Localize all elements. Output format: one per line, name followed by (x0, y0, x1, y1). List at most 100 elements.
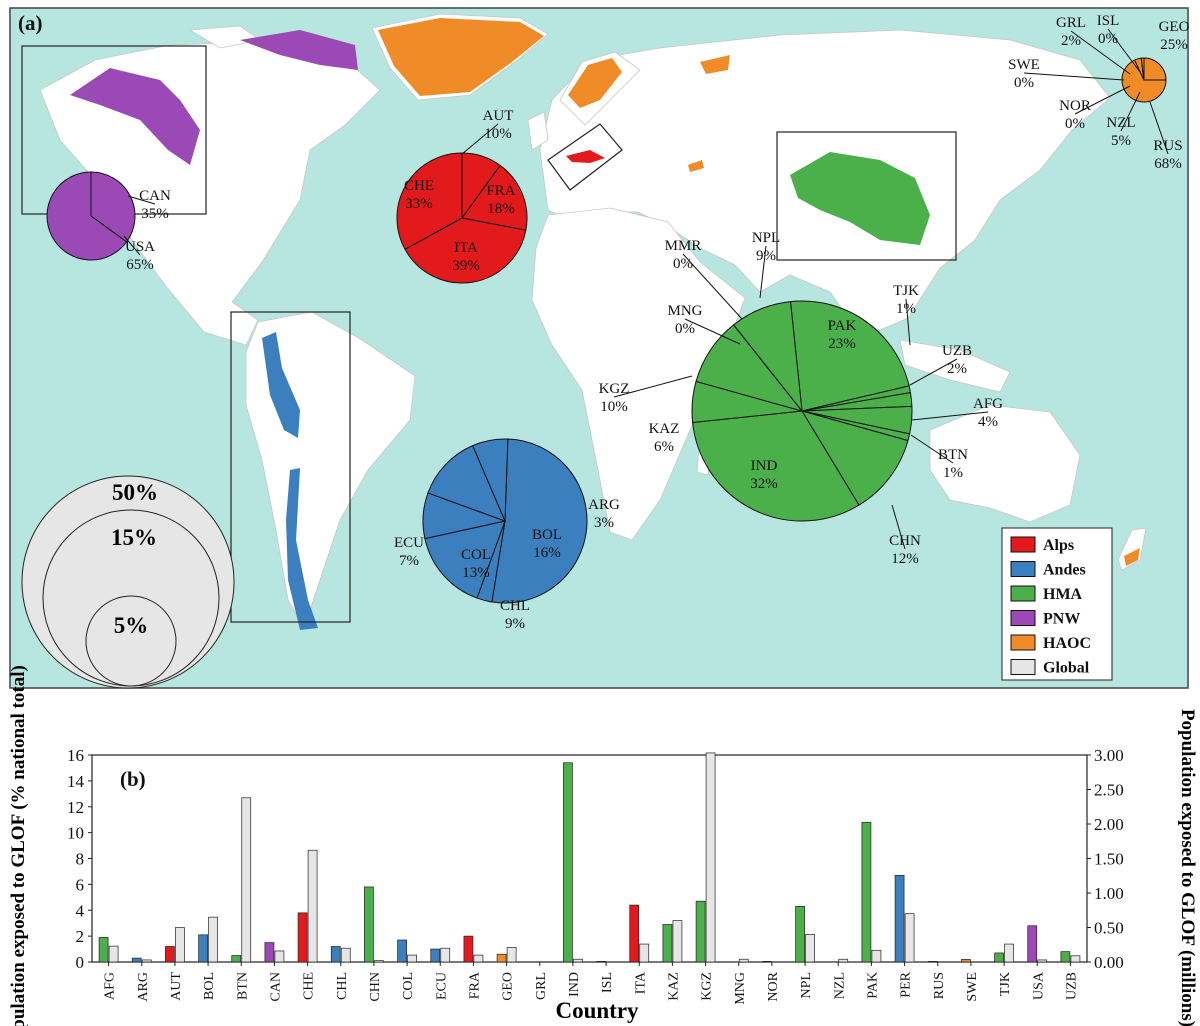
bar-pct-npl (795, 906, 805, 963)
bar-pop-tjk (1004, 943, 1014, 963)
pie-value-afg: 4% (978, 414, 998, 430)
size-legend: 50% 15% 5% (21, 475, 235, 689)
bar-pop-geo (506, 947, 517, 963)
pie-slice-rus (1121, 59, 1167, 103)
pie-leader-chn (891, 504, 906, 550)
glacier-andes (262, 332, 318, 630)
y-tick-label-left: 8 (76, 850, 85, 869)
pie-slice-ita (404, 217, 527, 284)
australia (929, 404, 1081, 523)
y-tick-label-left: 2 (76, 927, 85, 946)
bar-pop-kgz (705, 752, 716, 963)
bar-pct-usa (1027, 925, 1038, 963)
legend-swatch-hma (1010, 585, 1036, 602)
bar-pop-aut (175, 927, 185, 963)
panel-b: (b) Population exposed to GLOF (% nation… (8, 665, 1198, 1026)
pie-label-isl: ISL (1097, 13, 1120, 29)
x-tick-label-fra: FRA (467, 971, 482, 999)
pie-leader-kgz (613, 375, 693, 398)
bar-pop-can (274, 950, 285, 963)
legend-label-andes: Andes (1043, 562, 1086, 579)
pie-label-fra: FRA (486, 183, 515, 199)
legend-swatch-andes (1010, 561, 1036, 577)
bar-pct-geo (496, 953, 507, 963)
panel-a: (a) 50% 15% 5% AUT 10% FRA 18% ITA 39% CHE 33% C… (9, 7, 1190, 689)
y-tick-label-right: 2.50 (1094, 781, 1124, 800)
pie-label-can: CAN (139, 188, 171, 204)
pie-haoc: GEO 25% RUS 68% NZL 5% NOR 0% SWE 0% GRL 2% ISL 0% (1008, 13, 1189, 172)
bar-pct-che (297, 912, 308, 963)
pie-value-isl: 0% (1098, 31, 1118, 47)
pie-slice-che (396, 152, 463, 250)
bar-pct-ind (563, 762, 573, 963)
pie-slice-npl (732, 301, 803, 413)
glacier-scandinavia (568, 55, 730, 108)
pie-value-arg: 3% (594, 515, 614, 531)
pie-leader-mng (684, 318, 741, 345)
x-tick-label-kaz: KAZ (666, 972, 681, 1001)
y-axis-label-right: Population exposed to GLOF (millions) (1177, 709, 1198, 1026)
x-tick-label-nor: NOR (766, 971, 781, 1001)
pie-slice-ind (692, 410, 860, 522)
legend-label-haoc: HAOC (1043, 635, 1091, 652)
glacier-pnw (70, 30, 358, 165)
pie-value-mng: 0% (675, 321, 695, 337)
pie-slice-can (90, 171, 136, 243)
pie-value-rus: 68% (1154, 156, 1182, 172)
x-axis-label: Country (555, 998, 639, 1023)
pie-label-geo: GEO (1159, 19, 1190, 35)
pie-leader-isl (1107, 28, 1141, 73)
pie-slice-chn (800, 410, 909, 506)
bar-pct-bol (198, 934, 208, 963)
pie-value-nzl: 5% (1111, 133, 1131, 149)
x-tick-label-isl: ISL (600, 972, 615, 993)
pie-leader-aut (461, 123, 499, 155)
pie-hma: PAK 23% TJK 1% UZB 2% AFG 4% BTN 1% CHN 12% IND 32% KA… (599, 230, 1004, 567)
y-tick-label-left: 12 (67, 798, 84, 817)
bar-pop-ind (573, 958, 583, 963)
size-legend-50: 50% (112, 480, 158, 505)
bar-pct-chl (330, 946, 341, 963)
x-tick-label-rus: RUS (932, 972, 947, 999)
pie-leader-nzl (1120, 91, 1141, 132)
glacier-hma (790, 152, 930, 245)
plot-frame (91, 754, 1088, 963)
uk (527, 111, 549, 151)
bar-pct-chn (364, 886, 374, 963)
box-hma (776, 131, 957, 261)
glacier-regions (70, 18, 1140, 630)
glacier-alps (566, 150, 605, 163)
pie-value-mmr: 0% (673, 256, 693, 272)
y-tick-label-left: 16 (67, 746, 84, 765)
bar-pct-kaz (662, 924, 673, 963)
x-tick-label-bol: BOL (202, 972, 217, 1000)
pie-leader-afg (911, 411, 989, 421)
x-tick-label-grl: GRL (534, 972, 549, 1000)
pie-label-che: CHE (404, 178, 434, 194)
bar-pop-mng (738, 958, 749, 963)
y-tick-label-right: 0.50 (1094, 919, 1124, 938)
x-tick-label-per: PER (899, 971, 914, 997)
bar-pop-kaz (672, 920, 683, 963)
legend-swatch-alps (1010, 536, 1036, 553)
bar-pct-ita (629, 904, 640, 963)
bar-pop-fra (473, 954, 484, 963)
bar-pop-uzb (1070, 955, 1081, 963)
glacier-greenland (378, 18, 544, 96)
pie-leader-npl (759, 245, 767, 299)
bar-pop-col (407, 954, 417, 963)
x-tick-label-chn: CHN (368, 972, 383, 1002)
pie-label-arg: ARG (588, 497, 620, 513)
glacier-caucasus (688, 160, 704, 172)
pie-value-che: 33% (405, 196, 433, 212)
pie-label-tjk: TJK (893, 283, 919, 299)
bar-pct-kgz (695, 900, 706, 963)
legend-swatch-global (1010, 659, 1036, 675)
y-tick-label-right: 3.00 (1094, 746, 1124, 765)
pie-value-usa: 65% (126, 257, 154, 273)
legend-swatch-pnw (1010, 610, 1036, 626)
box-andes (230, 311, 351, 623)
x-tick-label-col: COL (401, 972, 416, 1000)
y-tick-label-left: 10 (67, 824, 84, 843)
